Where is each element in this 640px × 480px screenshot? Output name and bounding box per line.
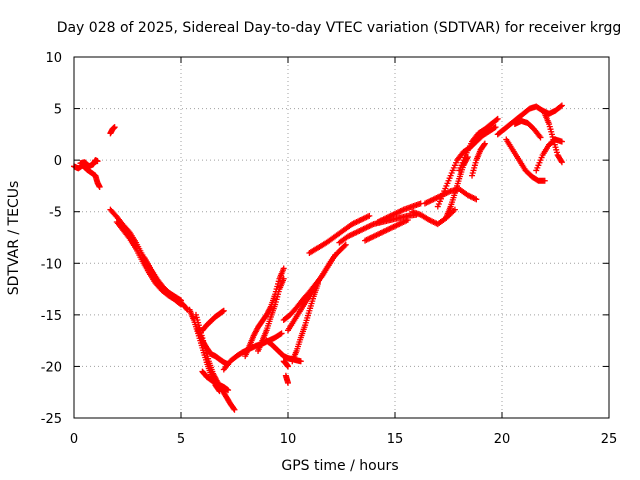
data-point (220, 307, 227, 314)
data-point (558, 159, 565, 166)
data-point (558, 102, 565, 109)
data-point (278, 330, 285, 337)
series-arc-loop-a (434, 124, 499, 210)
series-arc-rise-g (289, 280, 321, 365)
y-tick-label: -10 (41, 257, 62, 272)
series-arc-late-a (494, 102, 565, 138)
x-tick-label: 20 (494, 432, 511, 447)
series-arc-late-c (533, 136, 565, 174)
data-point (314, 280, 321, 287)
series-arc-mid-c (409, 206, 458, 228)
y-tick-label: -20 (41, 360, 62, 375)
y-tick-label: -25 (41, 412, 62, 427)
data-point (277, 331, 284, 338)
data-point (231, 406, 238, 413)
data-point (183, 305, 190, 312)
y-tick-label: -15 (41, 309, 62, 324)
data-point (557, 103, 564, 110)
data-point (280, 265, 287, 272)
data-point (111, 124, 118, 131)
x-tick-label: 15 (387, 432, 404, 447)
x-tick-label: 25 (601, 432, 618, 447)
data-point (366, 212, 373, 219)
data-point (230, 405, 237, 412)
data-points (71, 102, 565, 413)
y-tick-label: 5 (54, 103, 62, 118)
data-point (473, 196, 480, 203)
data-point (558, 158, 565, 165)
data-point (285, 363, 291, 370)
chart-title: Day 028 of 2025, Sidereal Day-to-day VTE… (57, 20, 622, 36)
y-axis-ticks: -25 -20 -15 -10 -5 0 5 10 (41, 51, 609, 427)
series-arc-early-2 (77, 157, 101, 170)
x-tick-label: 10 (280, 432, 297, 447)
series-arc-late-d (541, 110, 565, 166)
series-arc-short (107, 124, 118, 137)
series-arc-mid-a (362, 216, 411, 244)
data-point (450, 208, 457, 215)
data-point (494, 115, 501, 122)
x-axis-ticks: 0 5 10 15 20 25 (70, 57, 617, 447)
x-tick-label: 0 (70, 432, 78, 447)
series-arc-rise-h (280, 358, 291, 370)
data-point (558, 138, 565, 145)
x-tick-label: 5 (177, 432, 185, 447)
y-tick-label: 0 (54, 154, 62, 169)
series-arc-rise-c (255, 275, 287, 354)
data-point (492, 124, 499, 131)
data-point (537, 134, 544, 141)
plot-frame (73, 56, 610, 419)
data-point (285, 379, 291, 386)
series-arc-loop-c (456, 115, 501, 174)
data-point (481, 141, 488, 148)
series-arc-loop-d (469, 140, 488, 179)
data-point (280, 275, 287, 282)
x-axis-label: GPS time / hours (281, 458, 398, 474)
y-tick-label: -5 (49, 206, 62, 221)
y-axis-label: SDTVAR / TECUs (6, 181, 22, 296)
series-arc-late-e (511, 117, 544, 141)
data-point (404, 216, 411, 223)
series-arc-rise-k (336, 211, 420, 246)
series-arc-rise-i (282, 372, 291, 386)
series-arc-mid-d (421, 186, 480, 207)
data-point (493, 116, 500, 123)
data-point (96, 183, 103, 190)
data-point (225, 387, 232, 394)
data-point (541, 177, 548, 184)
series-arc-rise-j (306, 212, 373, 256)
series-arc-descent-a (107, 206, 184, 304)
y-tick-label: 10 (45, 51, 62, 66)
series-arc-descent-c (141, 255, 191, 313)
data-point (491, 124, 498, 131)
series-arc-late-b (503, 136, 548, 184)
series-arc-min-e (199, 368, 232, 394)
data-point (297, 358, 304, 365)
data-point (451, 206, 458, 213)
series-arc-min-d (199, 307, 227, 334)
data-point (481, 140, 488, 147)
data-point (341, 242, 348, 249)
series-arc-rise-f (285, 241, 349, 334)
data-point (342, 241, 349, 248)
series-arc-mid-b (374, 200, 424, 226)
data-point (94, 158, 101, 165)
